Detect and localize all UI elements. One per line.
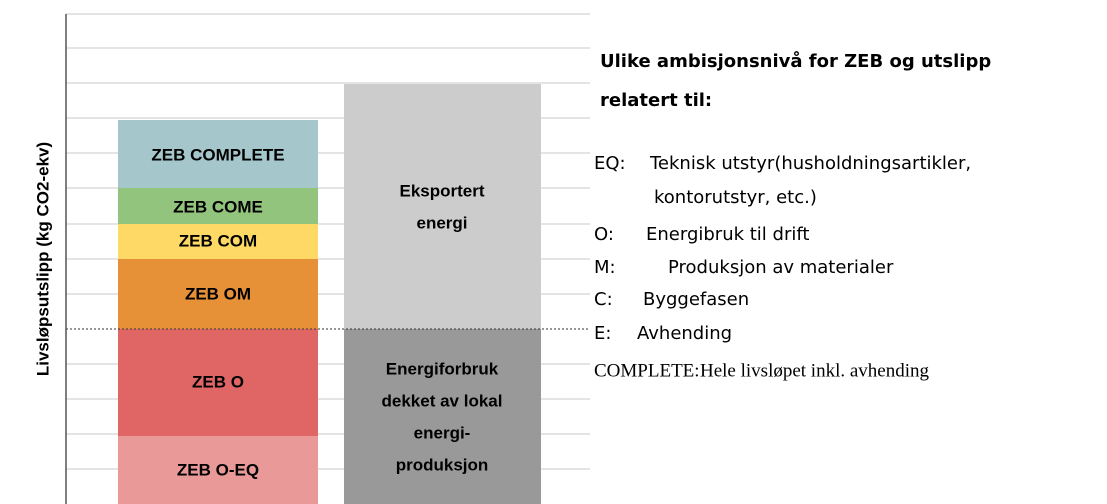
item-text: Hele livsløpet inkl. avhending [700,360,930,381]
item-text: kontorutstyr, etc.) [654,187,817,208]
segment-label: dekket av lokal [382,391,503,410]
segment [118,188,318,224]
item-key: O: [594,224,614,245]
segment-label: ZEB COME [173,197,263,216]
panel-title: relatert til: [600,90,712,111]
segment-label: ZEB O [192,372,244,391]
item-text: Produksjon av materialer [668,257,894,278]
segment-label: ZEB COM [179,231,257,250]
item-key: M: [594,257,616,278]
segment [344,329,541,504]
segment-label: ZEB COMPLETE [151,145,284,164]
item-text: Avhending [637,323,732,344]
item-key: E: [594,323,611,344]
segment-label: Eksportert [399,181,484,200]
segment-label: energi- [414,423,471,442]
item-text: Energibruk til drift [646,224,809,245]
segment-label: ZEB O-EQ [177,460,259,479]
segment-label: energi [416,213,467,232]
segment [344,84,541,329]
segment [118,259,318,329]
panel-title: Ulike ambisjonsnivå for ZEB og utslipp [600,50,991,72]
segment-label: Energiforbruk [386,359,499,378]
bar-right [344,84,541,504]
item-key: C: [594,289,613,310]
segment-label: produksjon [396,455,489,474]
segment [118,120,318,188]
segment [118,329,318,436]
segment [118,224,318,259]
item-key: COMPLETE: [594,360,700,381]
item-key: EQ: [594,153,626,174]
bar-left [118,120,318,504]
axis-label: Livsløpsutslipp (kg CO2-ekv) [33,142,52,376]
segment-label: ZEB OM [185,284,251,303]
item-text: Byggefasen [643,289,749,310]
panel: Ulike ambisjonsnivå for ZEB og utslipp r… [594,50,991,381]
labels: ZEB COMPLETE ZEB COME ZEB COM ZEB OM ZEB… [151,145,502,479]
item-text: Teknisk utstyr(husholdningsartikler, [649,153,971,174]
segment [118,436,318,504]
